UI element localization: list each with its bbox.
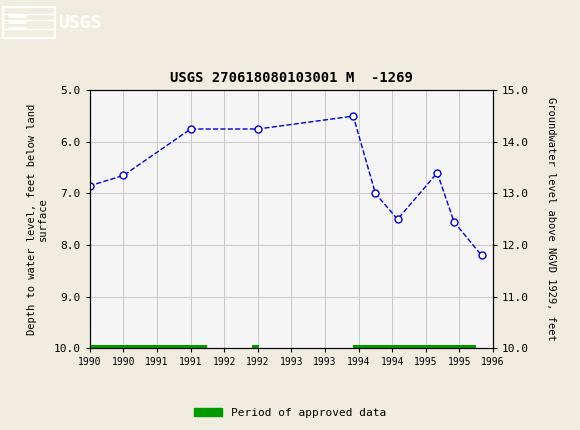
Bar [90, 345, 208, 351]
Bar [252, 345, 259, 351]
Title: USGS 270618080103001 M  -1269: USGS 270618080103001 M -1269 [170, 71, 413, 85]
Y-axis label: Groundwater level above NGVD 1929, feet: Groundwater level above NGVD 1929, feet [546, 98, 556, 341]
Text: ≡: ≡ [6, 9, 29, 37]
Bar [3, 7, 55, 38]
Legend: Period of approved data: Period of approved data [190, 403, 390, 422]
Bar [353, 345, 476, 351]
Text: USGS: USGS [58, 14, 102, 31]
Y-axis label: Depth to water level, feet below land
surface: Depth to water level, feet below land su… [27, 104, 48, 335]
